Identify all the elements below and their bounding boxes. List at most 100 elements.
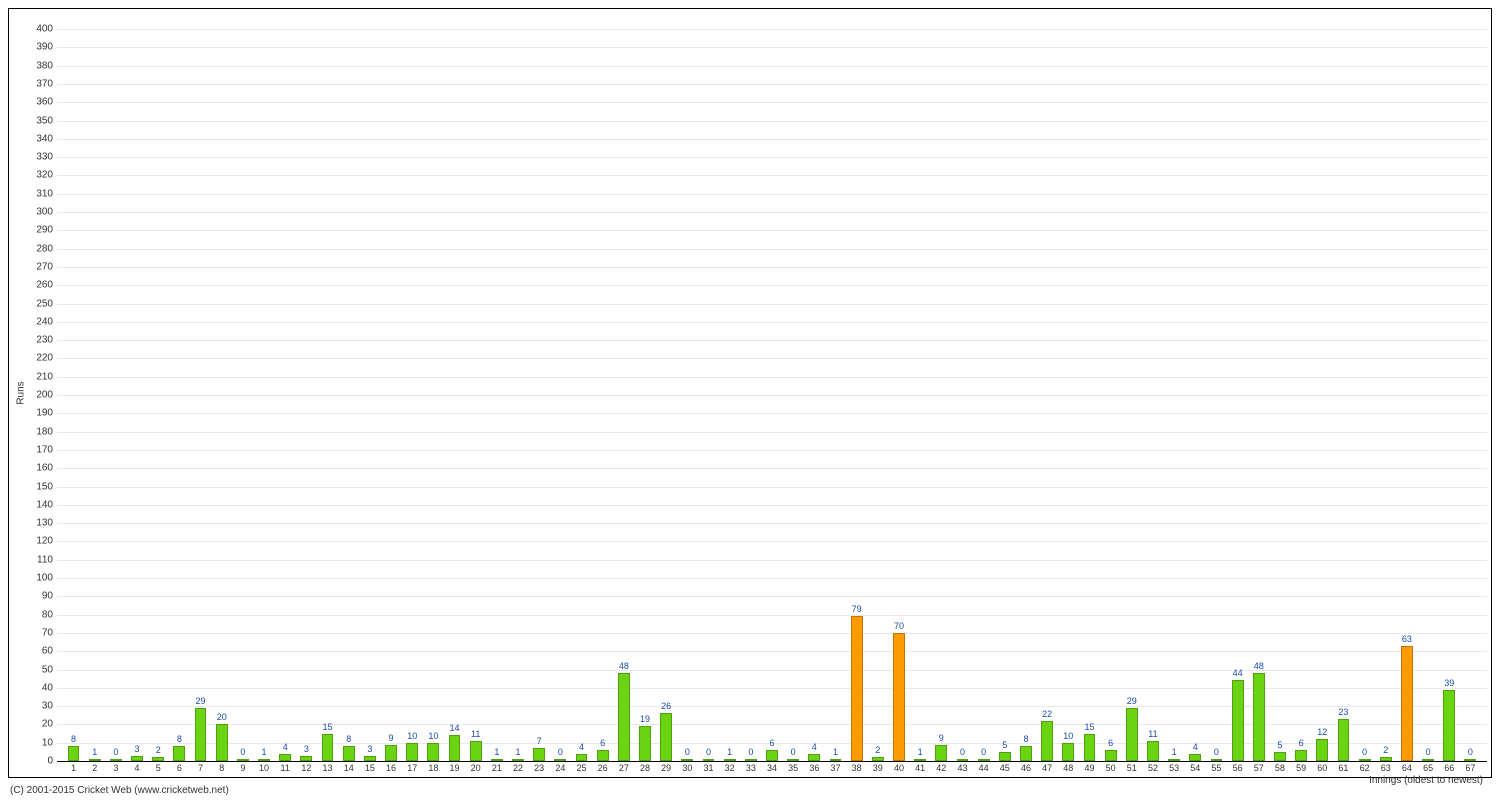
bar: 15 bbox=[1084, 723, 1096, 761]
bar: 1 bbox=[830, 748, 842, 761]
bar-value-label: 0 bbox=[748, 748, 753, 757]
bar-value-label: 0 bbox=[960, 748, 965, 757]
grid-line bbox=[57, 230, 1487, 231]
x-tick-label: 50 bbox=[1106, 761, 1116, 773]
x-tick-label: 26 bbox=[598, 761, 608, 773]
bar-value-label: 23 bbox=[1338, 708, 1348, 717]
grid-line bbox=[57, 541, 1487, 542]
bar-value-label: 10 bbox=[1063, 732, 1073, 741]
bar-value-label: 10 bbox=[428, 732, 438, 741]
bar-rect bbox=[999, 752, 1011, 761]
bar-rect bbox=[470, 741, 482, 761]
x-tick-label: 18 bbox=[428, 761, 438, 773]
grid-line bbox=[57, 102, 1487, 103]
y-tick-label: 30 bbox=[42, 701, 57, 712]
grid-line bbox=[57, 29, 1487, 30]
x-tick-label: 25 bbox=[577, 761, 587, 773]
grid-line bbox=[57, 322, 1487, 323]
bar-rect bbox=[851, 616, 863, 761]
y-tick-label: 70 bbox=[42, 627, 57, 638]
bar-rect bbox=[173, 746, 185, 761]
copyright-text: (C) 2001-2015 Cricket Web (www.cricketwe… bbox=[10, 785, 229, 796]
bar-value-label: 14 bbox=[450, 724, 460, 733]
bar: 29 bbox=[1126, 697, 1138, 761]
x-tick-label: 33 bbox=[746, 761, 756, 773]
y-tick-label: 370 bbox=[36, 78, 57, 89]
bar: 0 bbox=[978, 748, 990, 761]
bar-rect bbox=[1338, 719, 1350, 761]
bar: 0 bbox=[681, 748, 693, 761]
bar-rect bbox=[893, 633, 905, 761]
bar-rect bbox=[1253, 673, 1265, 761]
bar-rect bbox=[1274, 752, 1286, 761]
x-tick-label: 49 bbox=[1084, 761, 1094, 773]
bar: 0 bbox=[554, 748, 566, 761]
bar-rect bbox=[216, 724, 228, 761]
bar: 8 bbox=[343, 735, 355, 761]
bar-value-label: 79 bbox=[852, 605, 862, 614]
bar: 8 bbox=[173, 735, 185, 761]
bar-rect bbox=[406, 743, 418, 761]
x-tick-label: 54 bbox=[1190, 761, 1200, 773]
bar-value-label: 0 bbox=[791, 748, 796, 757]
grid-line bbox=[57, 505, 1487, 506]
bar: 11 bbox=[470, 730, 482, 761]
bar-value-label: 1 bbox=[494, 748, 499, 757]
y-tick-label: 300 bbox=[36, 207, 57, 218]
bar: 29 bbox=[195, 697, 207, 761]
y-tick-label: 170 bbox=[36, 444, 57, 455]
grid-line bbox=[57, 121, 1487, 122]
grid-line bbox=[57, 175, 1487, 176]
bar: 6 bbox=[597, 739, 609, 761]
y-tick-label: 260 bbox=[36, 280, 57, 291]
bar: 0 bbox=[787, 748, 799, 761]
bar-rect bbox=[1316, 739, 1328, 761]
y-tick-label: 100 bbox=[36, 573, 57, 584]
grid-line bbox=[57, 670, 1487, 671]
y-tick-label: 250 bbox=[36, 298, 57, 309]
y-tick-label: 390 bbox=[36, 42, 57, 53]
x-tick-label: 62 bbox=[1360, 761, 1370, 773]
x-tick-label: 67 bbox=[1465, 761, 1475, 773]
bar-rect bbox=[385, 745, 397, 761]
x-tick-label: 57 bbox=[1254, 761, 1264, 773]
bar: 48 bbox=[1253, 662, 1265, 761]
x-tick-label: 43 bbox=[957, 761, 967, 773]
grid-line bbox=[57, 47, 1487, 48]
bar: 23 bbox=[1338, 708, 1350, 761]
bar: 1 bbox=[1168, 748, 1180, 761]
x-tick-label: 24 bbox=[555, 761, 565, 773]
x-tick-label: 31 bbox=[703, 761, 713, 773]
grid-line bbox=[57, 249, 1487, 250]
bar: 0 bbox=[1359, 748, 1371, 761]
bar-rect bbox=[1232, 680, 1244, 761]
x-tick-label: 38 bbox=[852, 761, 862, 773]
bar-value-label: 1 bbox=[1172, 748, 1177, 757]
y-tick-label: 270 bbox=[36, 261, 57, 272]
bar-rect bbox=[597, 750, 609, 761]
x-tick-label: 46 bbox=[1021, 761, 1031, 773]
grid-line bbox=[57, 724, 1487, 725]
bar-value-label: 3 bbox=[135, 745, 140, 754]
y-axis-label: Runs bbox=[16, 381, 27, 404]
bar-value-label: 9 bbox=[389, 734, 394, 743]
y-tick-label: 10 bbox=[42, 737, 57, 748]
bar-rect bbox=[1189, 754, 1201, 761]
bar: 39 bbox=[1443, 679, 1455, 761]
y-tick-label: 290 bbox=[36, 225, 57, 236]
grid-line bbox=[57, 358, 1487, 359]
bar: 8 bbox=[68, 735, 80, 761]
bar: 1 bbox=[724, 748, 736, 761]
x-tick-label: 9 bbox=[240, 761, 245, 773]
grid-line bbox=[57, 395, 1487, 396]
bar-value-label: 4 bbox=[1193, 743, 1198, 752]
x-tick-label: 7 bbox=[198, 761, 203, 773]
bar-value-label: 8 bbox=[346, 735, 351, 744]
grid-line bbox=[57, 706, 1487, 707]
x-tick-label: 11 bbox=[281, 761, 290, 773]
bar-rect bbox=[1147, 741, 1159, 761]
bar: 0 bbox=[1464, 748, 1476, 761]
bar-value-label: 6 bbox=[769, 739, 774, 748]
bar: 4 bbox=[808, 743, 820, 761]
y-tick-label: 140 bbox=[36, 499, 57, 510]
